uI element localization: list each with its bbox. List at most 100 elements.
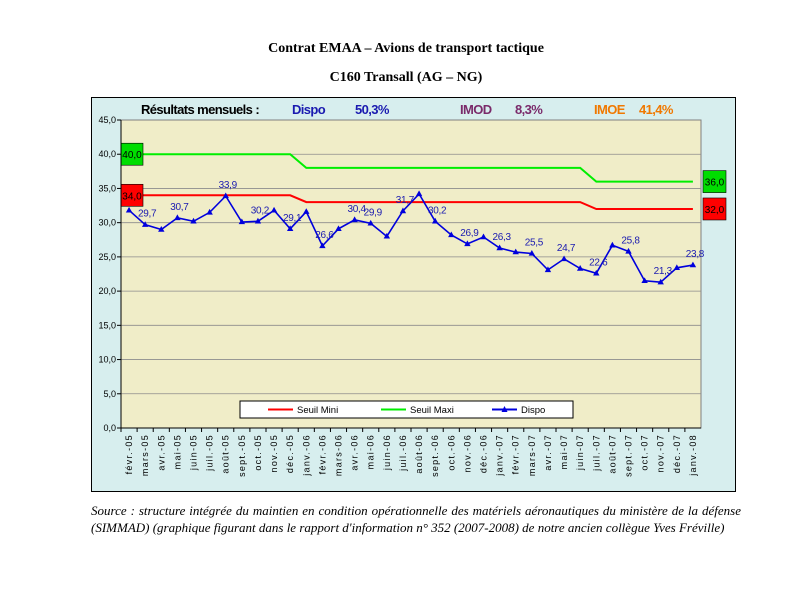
dispo-point: [399, 207, 407, 214]
y-tick-label: 25,0: [98, 252, 116, 262]
dispo-point: [593, 269, 600, 276]
chart-subtitle: C160 Transall (AG – NG): [329, 70, 483, 85]
threshold-tag: [702, 197, 727, 221]
dispo-point: [206, 208, 213, 215]
x-tick-label: juin-06: [382, 434, 392, 471]
dispo-point: [480, 233, 487, 240]
y-tick-label: 5,0: [103, 389, 116, 399]
x-tick-label: déc.-06: [479, 434, 489, 473]
x-tick-label: août-06: [414, 434, 424, 474]
x-tick-label: nov.-05: [269, 434, 279, 472]
x-tick-label: janv.-07: [495, 434, 505, 477]
dispo-point: [158, 226, 165, 232]
legend-marker: [501, 406, 508, 412]
y-tick-label: 0,0: [103, 423, 116, 433]
x-tick-label: sept.-07: [624, 434, 634, 477]
threshold-tag-label: 32,0: [705, 205, 725, 216]
legend-label: Dispo: [521, 405, 545, 416]
x-tick-label: juil.-07: [591, 434, 601, 472]
data-label: 26,9: [460, 228, 479, 239]
dispo-point: [512, 248, 519, 255]
x-tick-label: nov.-07: [656, 434, 666, 472]
y-tick-label: 10,0: [98, 355, 116, 365]
threshold-tag: [702, 170, 727, 193]
dispo-point: [448, 231, 455, 238]
x-tick-label: sept.-06: [430, 434, 440, 477]
dispo-point: [254, 217, 262, 224]
data-label: 21,3: [654, 266, 673, 277]
data-label: 26,6: [315, 230, 334, 241]
x-tick-label: juil.-06: [398, 434, 408, 472]
legend-label: Seuil Mini: [297, 405, 338, 416]
dispo-point: [238, 218, 246, 225]
x-tick-label: mars-05: [140, 434, 150, 476]
dispo-point: [367, 219, 374, 226]
dispo-point: [335, 225, 342, 232]
x-tick-label: mai-06: [366, 434, 376, 469]
x-tick-label: oct.-07: [640, 434, 650, 471]
dispo-point: [657, 278, 664, 285]
x-tick-label: janv.-08: [688, 434, 698, 477]
data-label: 30,7: [170, 202, 189, 213]
x-tick-label: avr.-05: [156, 434, 166, 471]
dispo-point: [464, 240, 471, 247]
chart-title: Contrat EMAA – Avions de transport tacti…: [268, 41, 544, 56]
x-tick-label: févr.-07: [511, 434, 521, 474]
data-label: 30,4: [347, 204, 366, 215]
x-tick-label: mai-07: [559, 434, 569, 469]
x-tick-label: oct.-05: [253, 434, 263, 471]
summary-imoe-label: IMOE: [594, 102, 626, 117]
x-tick-label: août-05: [221, 434, 231, 474]
x-tick-label: août-07: [607, 434, 617, 474]
threshold-tag-label: 40,0: [122, 150, 142, 161]
dispo-point: [174, 214, 181, 221]
y-tick-label: 40,0: [98, 149, 116, 159]
x-tick-label: déc.-07: [672, 434, 682, 473]
threshold-tag-label: 36,0: [705, 178, 725, 189]
x-tick-label: déc.-05: [285, 434, 295, 473]
x-tick-label: mai-05: [172, 434, 182, 469]
x-tick-label: mars-06: [334, 434, 344, 476]
y-tick-label: 45,0: [98, 115, 116, 125]
plot-area: [120, 119, 702, 429]
dispo-point: [351, 216, 358, 223]
dispo-point: [270, 206, 278, 213]
data-label: 30,2: [251, 205, 270, 216]
dispo-point: [415, 190, 423, 197]
x-tick-label: avr.-06: [350, 434, 360, 471]
dispo-point: [576, 265, 584, 271]
dispo-point: [528, 249, 536, 256]
source-note: Source : structure intégrée du maintien …: [91, 503, 741, 535]
summary-dispo-label: Dispo: [292, 102, 326, 117]
data-label: 29,7: [138, 209, 157, 220]
data-label: 25,5: [525, 237, 544, 248]
data-label: 29,1: [283, 213, 302, 224]
dispo-point: [141, 221, 149, 227]
x-tick-label: juin-05: [189, 434, 199, 471]
x-tick-label: juin-07: [575, 434, 585, 471]
dispo-point: [625, 247, 632, 254]
y-tick-label: 20,0: [98, 286, 116, 296]
dispo-point: [544, 266, 552, 273]
data-label: 26,3: [492, 232, 511, 243]
series-line-seuil-maxi: [129, 153, 693, 183]
data-label: 23,8: [686, 249, 705, 260]
dispo-point: [496, 244, 503, 251]
x-tick-label: juil.-05: [205, 434, 215, 472]
summary-imoe-value: 41,4%: [639, 102, 674, 117]
summary-label: Résultats mensuels :: [141, 102, 259, 117]
dispo-point: [125, 206, 133, 213]
x-tick-label: oct.-06: [446, 434, 456, 471]
dispo-point: [673, 264, 681, 271]
data-label: 22,6: [589, 257, 608, 268]
data-label: 24,7: [557, 243, 576, 254]
data-label: 31,7: [396, 195, 415, 206]
dispo-point: [609, 241, 616, 248]
x-tick-label: janv.-06: [301, 434, 311, 477]
x-tick-label: mars-07: [527, 434, 537, 476]
threshold-tag-label: 34,0: [122, 191, 142, 202]
legend-label: Seuil Maxi: [410, 405, 454, 416]
legend-box: [239, 400, 574, 419]
x-tick-label: nov.-06: [462, 434, 472, 472]
